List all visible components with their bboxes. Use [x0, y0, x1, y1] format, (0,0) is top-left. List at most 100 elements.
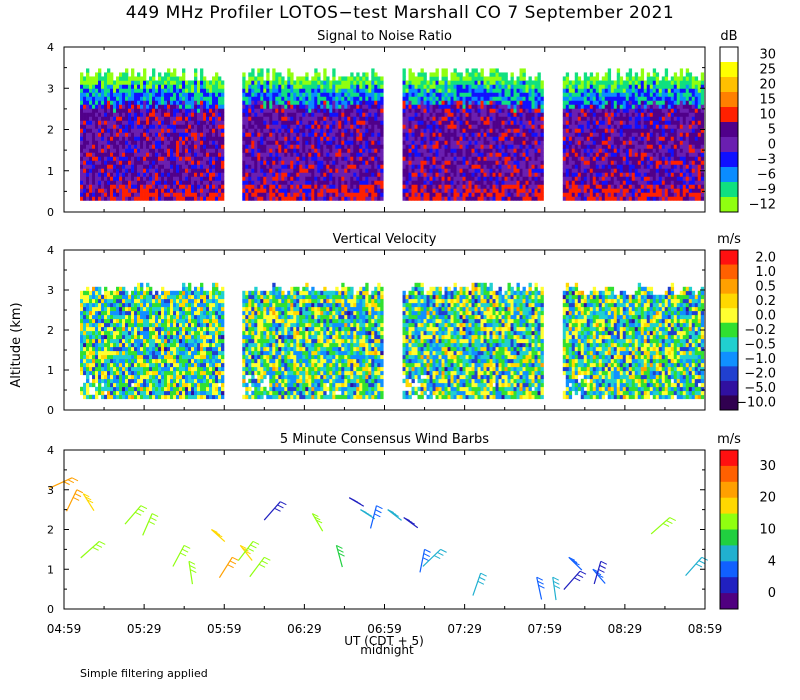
colorbar-tick-label: 20 — [759, 78, 776, 93]
x-tick-label: 04:59 — [47, 622, 82, 636]
colorbar-segment — [720, 92, 738, 108]
colorbar-segment — [720, 77, 738, 93]
colorbar-unit: m/s — [717, 232, 741, 247]
colorbar-unit: m/s — [717, 432, 741, 447]
wind-barb — [403, 517, 419, 529]
wind-barb — [422, 548, 447, 567]
wind-barb — [335, 544, 345, 568]
colorbar-segment — [720, 337, 738, 353]
colorbar-tick-label: 0.2 — [755, 294, 776, 309]
colorbar-segment — [720, 593, 738, 610]
colorbar-segment — [720, 264, 738, 280]
x-tick-label: 08:59 — [688, 622, 723, 636]
colorbar-segment — [720, 481, 738, 499]
wind-barb — [650, 517, 676, 535]
wind-barb — [311, 513, 324, 532]
wind-barb — [472, 572, 487, 596]
colorbar-unit: dB — [720, 29, 737, 44]
x-tick-label: 05:59 — [207, 622, 242, 636]
wind-barb — [369, 505, 383, 529]
chart-title: 449 MHz Profiler LOTOS−test Marshall CO … — [125, 3, 675, 23]
wind-barb — [249, 556, 271, 578]
wind-barb — [360, 509, 376, 520]
colorbar-segment — [720, 308, 738, 324]
colorbar-tick-label: 30 — [759, 459, 776, 474]
colorbar-tick-label: −10.0 — [736, 396, 776, 411]
wind-barb — [66, 489, 84, 512]
y-tick-label: 3 — [47, 284, 54, 297]
colorbar-segment — [720, 366, 738, 382]
wind-barb — [172, 544, 191, 567]
colorbar-tick-label: 4 — [768, 554, 776, 569]
y-tick-label: 1 — [47, 563, 54, 576]
y-tick-label: 2 — [47, 324, 54, 337]
colorbar-segment — [720, 47, 738, 63]
colorbar-tick-label: −6 — [757, 168, 776, 183]
wind-barb — [419, 548, 431, 573]
wind-barb — [263, 501, 287, 521]
wind-barb — [239, 544, 253, 561]
x-tick-label: 08:29 — [608, 622, 643, 636]
wind-barb — [552, 576, 561, 601]
colorbar-tick-label: −2.0 — [744, 367, 776, 382]
wind-barb — [211, 529, 226, 542]
wind-barb — [348, 497, 365, 507]
colorbar-frame — [719, 249, 739, 411]
wind-barb — [592, 568, 606, 584]
colorbar-segment — [720, 122, 738, 138]
y-tick-label: 4 — [47, 244, 54, 257]
colorbar-tick-label: 0.5 — [755, 279, 776, 294]
colorbar-tick-label: 0 — [768, 138, 776, 153]
colorbar-segment — [720, 279, 738, 295]
colorbar-tick-label: 20 — [759, 491, 776, 506]
colorbar-tick-label: 25 — [759, 63, 776, 78]
midnight-label: midnight — [360, 643, 414, 657]
colorbar-segment — [720, 351, 738, 367]
x-tick-label: 07:29 — [447, 622, 482, 636]
y-tick-label: 0 — [47, 603, 54, 616]
y-tick-label: 0 — [47, 206, 54, 219]
y-tick-label: 3 — [47, 484, 54, 497]
colorbar-segment — [720, 380, 738, 396]
wind-barb — [80, 540, 106, 559]
colorbar-tick-label: −3 — [757, 153, 776, 168]
colorbar-segment — [720, 529, 738, 546]
colorbar-tick-label: −12 — [749, 198, 776, 213]
colorbar-tick-label: 0.0 — [755, 308, 776, 323]
panel-title: Vertical Velocity — [333, 232, 437, 247]
colorbar-tick-label: 10 — [759, 523, 776, 538]
colorbar-tick-label: −0.2 — [744, 323, 776, 338]
y-tick-label: 0 — [47, 404, 54, 417]
colorbar-segment — [720, 107, 738, 123]
wind-barb — [536, 576, 545, 600]
y-tick-label: 1 — [47, 364, 54, 377]
colorbar-tick-label: 5 — [768, 123, 776, 138]
y-tick-label: 4 — [47, 41, 54, 54]
colorbar-segment — [720, 561, 738, 578]
y-tick-label: 3 — [47, 82, 54, 95]
panel-title: 5 Minute Consensus Wind Barbs — [280, 432, 489, 447]
footnote: Simple filtering applied — [80, 667, 208, 680]
colorbar-segment — [720, 450, 738, 467]
colorbar-segment — [720, 152, 738, 168]
colorbar-frame — [719, 46, 739, 213]
wind-barb — [48, 477, 79, 489]
colorbar-segment — [720, 497, 738, 515]
y-tick-label: 2 — [47, 124, 54, 137]
wind-barb — [685, 556, 709, 577]
velocity-heatmap — [80, 282, 705, 400]
x-axis-label: UT (CDT + 5) — [344, 634, 424, 648]
y-tick-label: 4 — [47, 444, 54, 457]
colorbar-segment — [720, 577, 738, 594]
colorbar-segment — [720, 395, 738, 411]
colorbar-segment — [720, 513, 738, 530]
x-tick-label: 05:29 — [127, 622, 162, 636]
colorbar-segment — [720, 545, 738, 562]
wind-barb — [568, 556, 583, 571]
colorbar-segment — [720, 62, 738, 78]
wind-barbs — [48, 477, 709, 601]
x-tick-label: 07:59 — [527, 622, 562, 636]
panel-title: Signal to Noise Ratio — [317, 29, 452, 44]
colorbar-tick-label: −0.5 — [744, 338, 776, 353]
